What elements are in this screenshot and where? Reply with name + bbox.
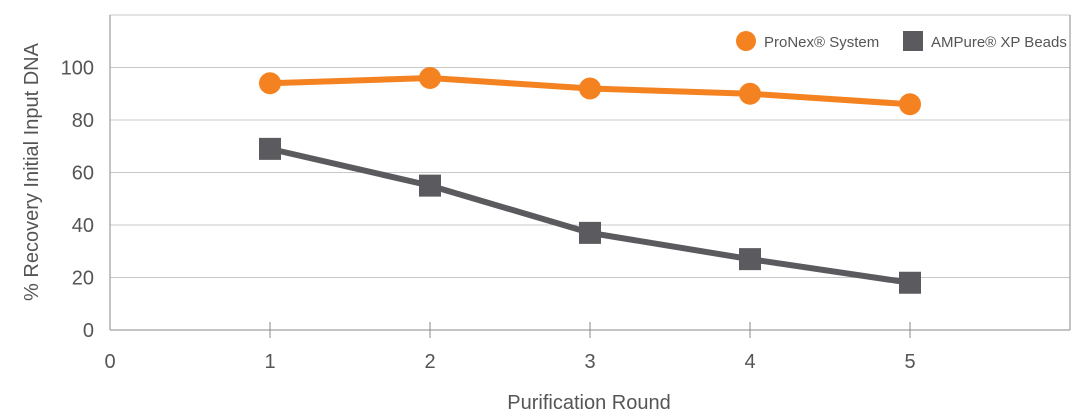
data-point [899, 93, 921, 116]
data-point [259, 72, 281, 95]
y-axis-title: % Recovery Initial Input DNA [21, 42, 43, 301]
x-tick-label: 1 [264, 351, 275, 373]
x-tick-label: 2 [424, 351, 435, 373]
y-tick-label: 0 [83, 320, 94, 342]
y-tick-label: 20 [72, 268, 94, 290]
x-tick-label: 4 [744, 351, 755, 373]
x-axis-ticks: 0 1 2 3 4 5 [104, 322, 916, 373]
data-point [579, 77, 601, 100]
data-point [419, 174, 441, 197]
y-tick-label: 60 [72, 163, 94, 185]
series-line [269, 145, 911, 286]
x-tick-label: 0 [104, 351, 115, 373]
x-tick-label: 5 [904, 351, 915, 373]
data-point [739, 248, 761, 271]
data-point [419, 67, 441, 89]
legend-marker [736, 31, 756, 51]
legend-marker [903, 31, 923, 51]
y-axis-ticks: 0 20 40 60 80 100 [61, 58, 94, 343]
x-axis-title: Purification Round [507, 392, 670, 411]
y-tick-label: 80 [72, 110, 94, 132]
data-point [259, 137, 281, 160]
series-layer [259, 67, 921, 294]
legend: ProNex® System AMPure® XP Beads [736, 31, 1067, 51]
x-tick-label: 3 [584, 351, 595, 373]
data-point [899, 271, 921, 294]
data-point [739, 82, 761, 105]
legend-label: ProNex® System [764, 34, 879, 51]
data-point [579, 221, 601, 244]
legend-label: AMPure® XP Beads [931, 34, 1067, 51]
y-tick-label: 40 [72, 215, 94, 237]
y-tick-label: 100 [61, 58, 94, 80]
